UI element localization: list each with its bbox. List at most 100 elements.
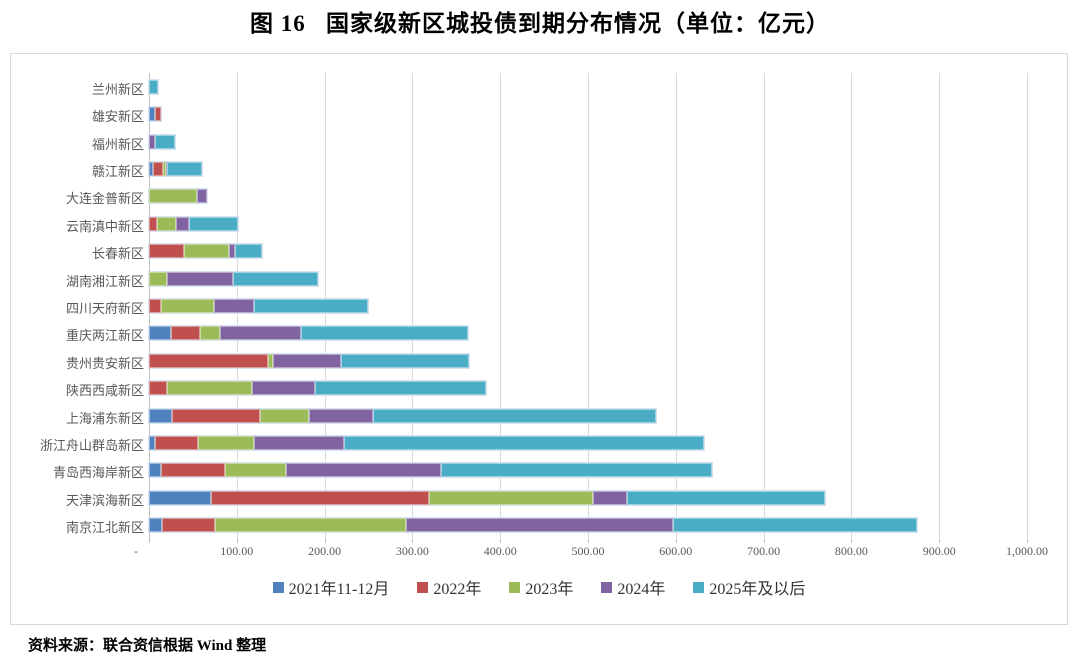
bar-segment-2024年 [167, 271, 234, 286]
bar-segment-2023年 [198, 436, 255, 451]
bar-segment-2024年 [176, 216, 190, 231]
gridline [588, 73, 589, 539]
bar-segment-2023年 [149, 271, 168, 286]
bar-segment-2022年 [149, 216, 157, 231]
x-axis-tick-label: 100.00 [220, 544, 254, 558]
x-axis-tick-label: 500.00 [571, 544, 605, 558]
stacked-bar [149, 161, 202, 176]
legend-item: 2024年 [601, 575, 665, 599]
bar-segment-2022年 [171, 408, 260, 423]
bar-segment-2023年 [166, 381, 252, 396]
bar-segment-2021年11-12月 [149, 408, 172, 423]
plot-area [149, 73, 1028, 543]
y-axis-category-label: 湖南湘江新区 [65, 273, 144, 289]
bar-segment-2025年及以后 [372, 408, 656, 423]
y-axis-category-label: 浙江舟山群岛新区 [39, 438, 144, 454]
bar-segment-2022年 [149, 353, 268, 368]
x-axis-tick [851, 539, 853, 543]
bar-segment-2023年 [429, 490, 594, 505]
bar-segment-2025年及以后 [314, 381, 487, 396]
stacked-bar [149, 463, 712, 478]
bar-segment-2021年11-12月 [149, 518, 163, 533]
y-axis-category-label: 大连金普新区 [65, 191, 144, 207]
stacked-bar [149, 436, 704, 451]
legend-label: 2024年 [617, 581, 666, 598]
bar-segment-2021年11-12月 [149, 436, 156, 451]
x-axis-tick-label: 200.00 [308, 544, 342, 558]
legend-label: 2022年 [433, 581, 482, 598]
bar-segment-2022年 [155, 107, 162, 122]
y-axis-category-label: 福州新区 [91, 136, 144, 152]
x-axis-tick-label: 900.00 [922, 544, 956, 558]
bar-segment-2025年及以后 [441, 463, 712, 478]
bar-segment-2024年 [285, 463, 442, 478]
stacked-bar [149, 381, 487, 396]
stacked-bar [149, 353, 469, 368]
bar-segment-2022年 [155, 436, 199, 451]
stacked-bar [149, 518, 918, 533]
gridline [939, 73, 941, 539]
bar-segment-2025年及以后 [155, 134, 176, 149]
bar-segment-2022年 [170, 326, 200, 341]
legend-label: 2021年11-12月 [288, 581, 390, 598]
bar-segment-2025年及以后 [167, 161, 202, 176]
legend-swatch [693, 581, 705, 593]
chart-plot-frame: 兰州新区 雄安新区 福州新区 赣江新区 大连金普新区 云南滇中新区 长春新区 湖南湘江新区 四川… [10, 53, 1068, 625]
chart-legend: 2021年11-12月 2022年 2023年 2024年 2025年及以后 [11, 575, 1067, 599]
gridline [675, 73, 677, 539]
x-axis-tick-label: 600.00 [659, 544, 693, 558]
bar-segment-2023年 [199, 326, 221, 341]
bar-segment-2023年 [163, 161, 166, 176]
y-axis-category-label: 兰州新区 [91, 81, 144, 97]
gridline [851, 73, 853, 539]
legend-swatch [601, 581, 613, 593]
y-axis-category-label: 四川天府新区 [65, 301, 144, 316]
legend-swatch [417, 581, 429, 593]
x-axis-tick [500, 539, 502, 543]
bar-segment-2024年 [197, 189, 207, 204]
bar-segment-2022年 [152, 161, 164, 176]
y-axis-category-label: 上海浦东新区 [65, 410, 144, 426]
bar-segment-2025年及以后 [673, 518, 918, 533]
bar-segment-2021年11-12月 [149, 490, 212, 505]
x-axis-tick [1027, 539, 1028, 543]
bar-segment-2021年11-12月 [149, 107, 156, 122]
stacked-bar [149, 189, 207, 204]
stacked-bar [149, 216, 238, 231]
stacked-bar [149, 299, 369, 313]
bar-segment-2024年 [228, 244, 236, 259]
y-axis-category-label: 长春新区 [91, 246, 144, 262]
bar-segment-2025年及以后 [149, 79, 158, 94]
x-axis-tick-label: 400.00 [483, 544, 517, 558]
bar-segment-2022年 [149, 244, 185, 259]
legend-label: 2023年 [525, 581, 574, 598]
x-axis-tick [675, 539, 677, 543]
bar-segment-2021年11-12月 [149, 161, 153, 176]
gridline [500, 73, 502, 539]
stacked-bar [149, 326, 468, 341]
bar-segment-2025年及以后 [189, 216, 238, 231]
stacked-bar [149, 134, 176, 149]
bar-segment-2024年 [593, 490, 628, 505]
bar-segment-2025年及以后 [233, 271, 319, 286]
stacked-bar [149, 244, 263, 259]
x-axis-tick-label: - [134, 544, 138, 558]
y-axis-category-label: 贵州贵安新区 [65, 355, 144, 371]
gridline [1027, 73, 1028, 539]
legend-item: 2025年及以后 [693, 575, 805, 599]
y-axis-labels: 兰州新区 雄安新区 福州新区 赣江新区 大连金普新区 云南滇中新区 长春新区 湖南湘江新区 四川… [11, 73, 144, 539]
y-axis-category-label: 云南滇中新区 [65, 218, 144, 234]
bar-segment-2023年 [259, 408, 309, 423]
y-axis-category-label: 重庆两江新区 [65, 328, 144, 344]
stacked-bar [149, 79, 158, 94]
gridline [763, 73, 765, 539]
bar-segment-2024年 [165, 161, 168, 176]
bar-segment-2023年 [184, 244, 229, 259]
bar-segment-2025年及以后 [343, 436, 704, 451]
bar-segment-2023年 [161, 299, 214, 313]
legend-item: 2023年 [509, 575, 573, 599]
y-axis-category-label: 陕西西咸新区 [65, 383, 144, 399]
bar-segment-2022年 [149, 381, 167, 396]
bar-segment-2024年 [149, 134, 156, 149]
x-axis-tick [763, 539, 765, 543]
